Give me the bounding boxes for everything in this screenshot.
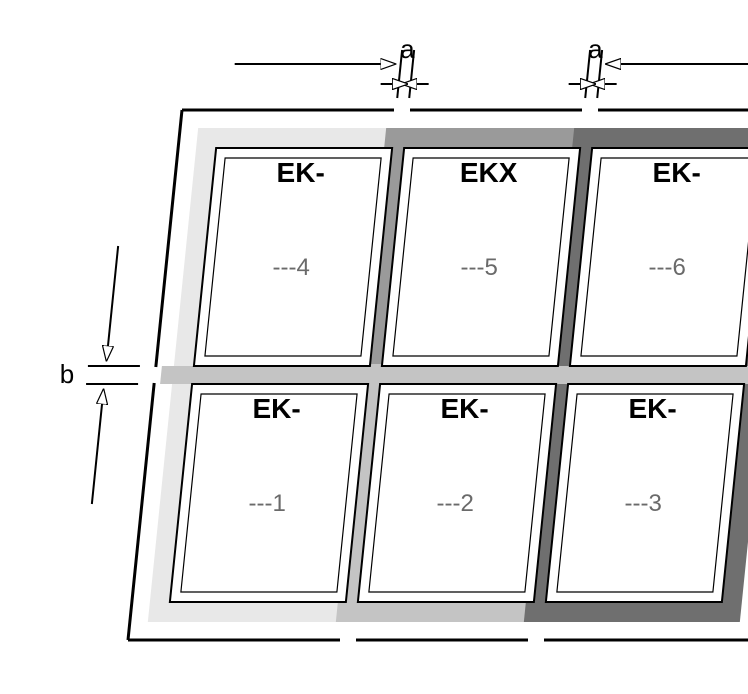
mid-bar — [160, 366, 748, 384]
panel-title: EK- — [277, 157, 325, 188]
panel-subtitle: ---1 — [248, 490, 285, 517]
panel-title: EK- — [253, 393, 301, 424]
dim-arrow — [92, 390, 104, 504]
panel-subtitle: ---4 — [273, 254, 310, 281]
dim-label-a: a — [588, 34, 603, 64]
panel-title: EKX — [460, 157, 518, 188]
panel-title: EK- — [441, 393, 489, 424]
dim-label-a: a — [400, 34, 415, 64]
panel-subtitle: ---2 — [436, 490, 473, 517]
dim-label-b: b — [60, 359, 74, 389]
panel-title: EK- — [653, 157, 701, 188]
panel-subtitle: ---5 — [461, 254, 498, 281]
dim-arrow — [107, 246, 119, 360]
panel-title: EK- — [629, 393, 677, 424]
panel-subtitle: ---3 — [624, 490, 661, 517]
panel-subtitle: ---6 — [649, 254, 686, 281]
